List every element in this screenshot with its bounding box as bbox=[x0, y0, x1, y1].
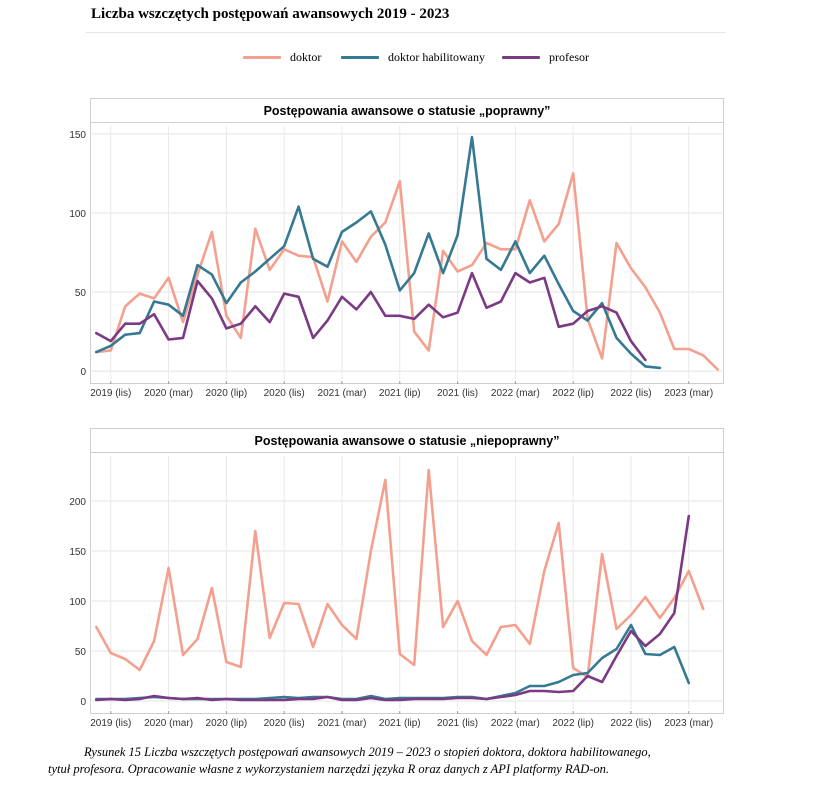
page-title: Liczba wszczętych postępowań awansowych … bbox=[91, 6, 450, 22]
x-tick-label: 2020 (lis) bbox=[264, 718, 305, 729]
panel-strip bbox=[90, 428, 724, 453]
caption-line-1: Rysunek 15 Liczba wszczętych postępowań … bbox=[84, 745, 651, 759]
legend-label-doktor: doktor bbox=[290, 50, 322, 64]
x-tick-label: 2021 (lip) bbox=[379, 388, 421, 399]
panel-title: Postępowania awansowe o statusie „niepop… bbox=[255, 434, 560, 448]
x-tick-label: 2021 (mar) bbox=[318, 718, 367, 729]
x-tick-label: 2020 (lip) bbox=[206, 388, 248, 399]
chart-poprawny: Postępowania awansowe o statusie „popraw… bbox=[60, 98, 724, 413]
x-tick-label: 2019 (lis) bbox=[90, 718, 131, 729]
series-line-profesor bbox=[94, 271, 647, 362]
panel-frame bbox=[90, 428, 724, 714]
y-tick-label: 150 bbox=[69, 130, 86, 141]
y-tick-label: 150 bbox=[69, 547, 86, 558]
x-tick-label: 2023 (mar) bbox=[664, 388, 713, 399]
legend-item-doktor: doktor bbox=[243, 50, 321, 65]
y-tick-label: 0 bbox=[80, 367, 86, 378]
chart-poprawny-svg: Postępowania awansowe o statusie „popraw… bbox=[69, 98, 724, 399]
x-tick-label: 2020 (mar) bbox=[144, 718, 193, 729]
y-tick-label: 50 bbox=[75, 647, 87, 658]
x-tick-label: 2022 (lis) bbox=[610, 388, 651, 399]
legend-item-doktor-habilitowany: doktor habilitowany bbox=[341, 50, 485, 65]
y-tick-label: 100 bbox=[69, 597, 86, 608]
panel-strip bbox=[90, 98, 724, 123]
x-tick-label: 2021 (lis) bbox=[437, 718, 478, 729]
legend-swatch-profesor bbox=[502, 56, 540, 59]
legend-swatch-doktor-habilitowany bbox=[341, 56, 379, 59]
x-tick-label: 2021 (lis) bbox=[437, 388, 478, 399]
y-tick-label: 50 bbox=[75, 288, 87, 299]
title-divider bbox=[86, 32, 726, 33]
grid-lines bbox=[92, 126, 722, 379]
y-tick-label: 200 bbox=[69, 497, 86, 508]
x-tick-label: 2020 (mar) bbox=[144, 388, 193, 399]
panel-title: Postępowania awansowe o statusie „popraw… bbox=[264, 104, 551, 118]
x-tick-label: 2022 (mar) bbox=[491, 718, 540, 729]
x-tick-label: 2023 (mar) bbox=[664, 718, 713, 729]
x-tick-label: 2020 (lip) bbox=[206, 718, 248, 729]
grid-lines bbox=[92, 456, 722, 709]
x-tick-label: 2022 (lip) bbox=[552, 718, 594, 729]
x-tick-label: 2020 (lis) bbox=[264, 388, 305, 399]
legend: doktor doktor habilitowany profesor bbox=[0, 50, 823, 70]
x-tick-label: 2022 (lis) bbox=[610, 718, 651, 729]
series-line-profesor bbox=[94, 514, 691, 702]
series-line-doktor bbox=[94, 468, 705, 679]
x-tick-label: 2021 (lip) bbox=[379, 718, 421, 729]
legend-swatch-doktor bbox=[243, 56, 281, 59]
y-tick-label: 100 bbox=[69, 209, 86, 220]
series-line-doktor-habilitowany bbox=[94, 135, 662, 370]
figure-caption: Rysunek 15 Liczba wszczętych postępowań … bbox=[48, 744, 808, 778]
legend-label-doktor-habilitowany: doktor habilitowany bbox=[388, 50, 485, 64]
y-tick-label: 0 bbox=[80, 697, 86, 708]
chart-niepoprawny: Postępowania awansowe o statusie „niepop… bbox=[60, 428, 724, 743]
panel-frame bbox=[90, 98, 724, 384]
legend-item-profesor: profesor bbox=[502, 50, 589, 65]
x-tick-label: 2022 (lip) bbox=[552, 388, 594, 399]
chart-niepoprawny-svg: Postępowania awansowe o statusie „niepop… bbox=[69, 428, 724, 729]
legend-label-profesor: profesor bbox=[549, 50, 589, 64]
x-tick-label: 2021 (mar) bbox=[318, 388, 367, 399]
x-tick-label: 2019 (lis) bbox=[90, 388, 131, 399]
caption-line-2: tytuł profesora. Opracowanie własne z wy… bbox=[48, 762, 610, 776]
x-tick-label: 2022 (mar) bbox=[491, 388, 540, 399]
